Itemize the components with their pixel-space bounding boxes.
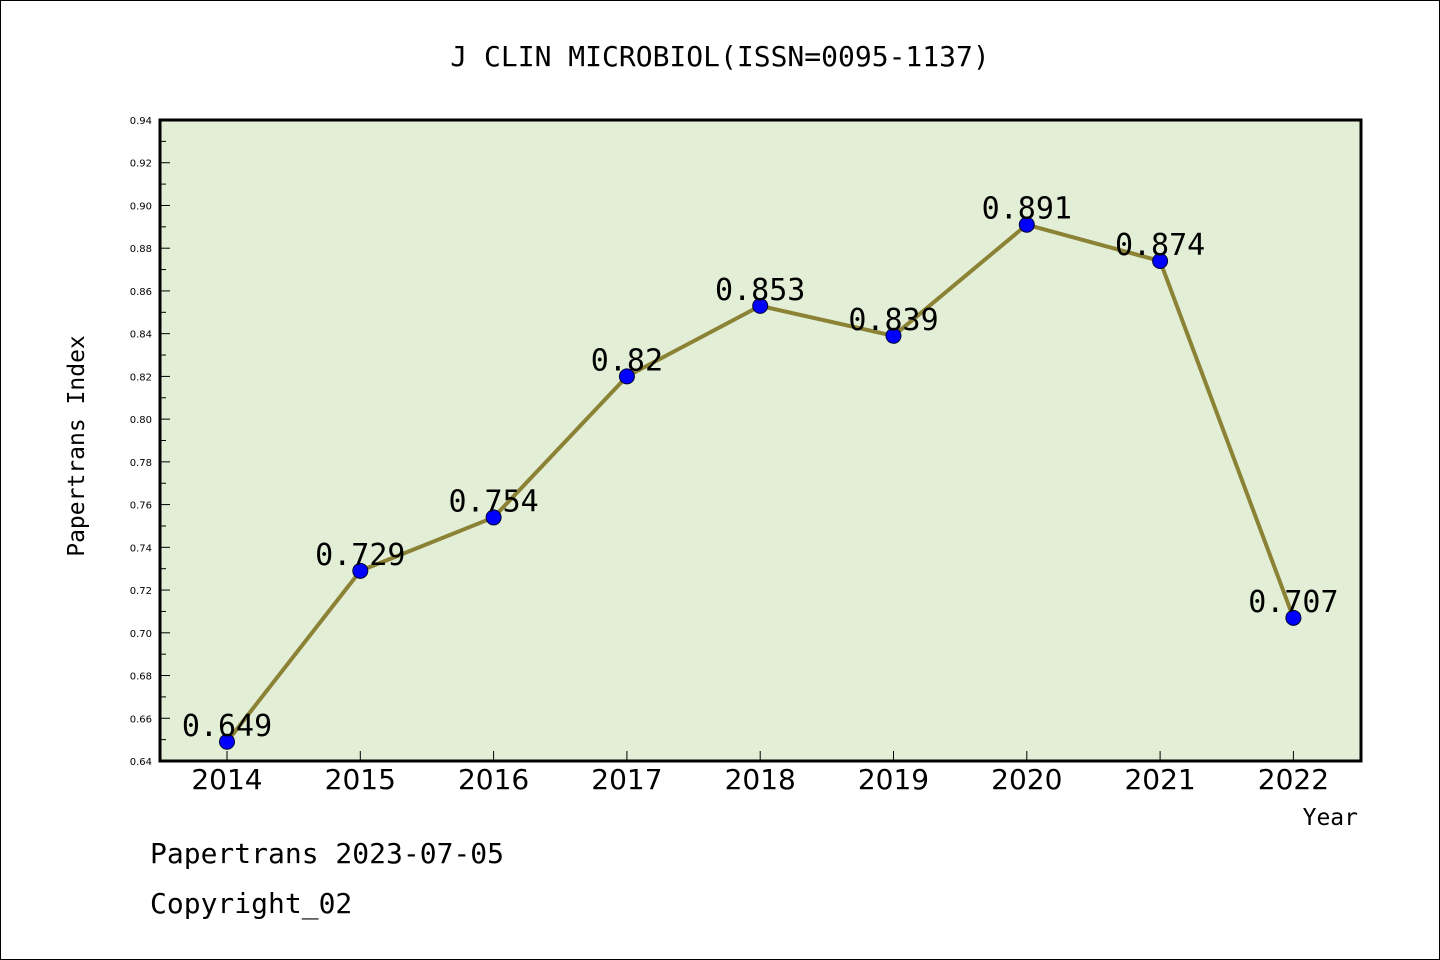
x-axis: 2014 2015 2016 2017 2018 2019 2020 2021 2022	[191, 751, 1329, 796]
y-tick-label: 0.66	[130, 714, 152, 725]
x-tick-label: 2020	[991, 763, 1062, 796]
footer-date: Papertrans 2023-07-05	[150, 837, 504, 870]
y-tick-label: 0.74	[130, 543, 152, 554]
x-tick-label: 2017	[591, 763, 662, 796]
data-label-2021: 0.874	[1115, 228, 1205, 263]
x-tick-label: 2015	[325, 763, 396, 796]
x-tick-label: 2014	[191, 763, 262, 796]
y-tick-label: 0.68	[130, 672, 152, 683]
y-tick-label: 0.90	[130, 201, 152, 212]
y-tick-label: 0.84	[130, 330, 152, 341]
y-tick-label: 0.64	[130, 757, 152, 768]
data-label-2017: 0.82	[591, 343, 663, 378]
x-axis-label: Year	[1303, 805, 1358, 831]
chart-title: J CLIN MICROBIOL(ISSN=0095-1137)	[450, 40, 989, 73]
y-axis-label: Papertrans Index	[64, 335, 90, 557]
data-point-2022	[1285, 609, 1302, 626]
footer-copyright: Copyright_02	[150, 887, 352, 921]
y-tick-label: 0.76	[130, 501, 152, 512]
data-point-2014	[219, 733, 235, 750]
y-tick-label: 0.78	[130, 458, 152, 469]
data-label-2014: 0.649	[182, 709, 272, 744]
x-tick-label: 2018	[725, 763, 796, 796]
data-label-2020: 0.891	[982, 192, 1072, 227]
y-axis: 0.64 0.66 0.68 0.70 0.72 0.74 0.76 0.78 0.80 0.82…	[130, 116, 170, 768]
x-tick-label: 2016	[458, 763, 529, 796]
x-tick-label: 2022	[1258, 763, 1329, 796]
data-point-2016	[485, 509, 502, 526]
y-tick-label: 0.94	[130, 116, 152, 127]
data-point-2021	[1152, 253, 1169, 270]
data-labels-group: 0.649 0.729 0.754 0.82 0.853 0.839 0.891 0.874 0…	[182, 192, 1339, 744]
plot-area	[158, 118, 1363, 763]
y-tick-label: 0.80	[130, 415, 152, 426]
data-label-2022: 0.707	[1248, 585, 1338, 620]
y-tick-label: 0.82	[130, 372, 152, 383]
data-point-2017	[618, 368, 635, 385]
data-label-2015: 0.729	[315, 538, 405, 573]
data-point-2020	[1018, 216, 1035, 233]
y-tick-label: 0.86	[130, 287, 152, 298]
x-tick-label: 2019	[858, 763, 929, 796]
y-tick-label: 0.88	[130, 244, 152, 255]
x-tick-label: 2021	[1124, 763, 1195, 796]
data-label-2018: 0.853	[715, 273, 805, 308]
y-tick-label: 0.70	[130, 629, 152, 640]
series-group	[219, 216, 1302, 750]
data-point-2019	[885, 327, 902, 344]
data-point-2018	[752, 297, 769, 314]
y-tick-label: 0.72	[130, 586, 152, 597]
data-point-2015	[352, 562, 369, 579]
data-label-2019: 0.839	[848, 303, 938, 338]
y-tick-label: 0.92	[130, 159, 152, 170]
data-label-2016: 0.754	[448, 484, 538, 519]
